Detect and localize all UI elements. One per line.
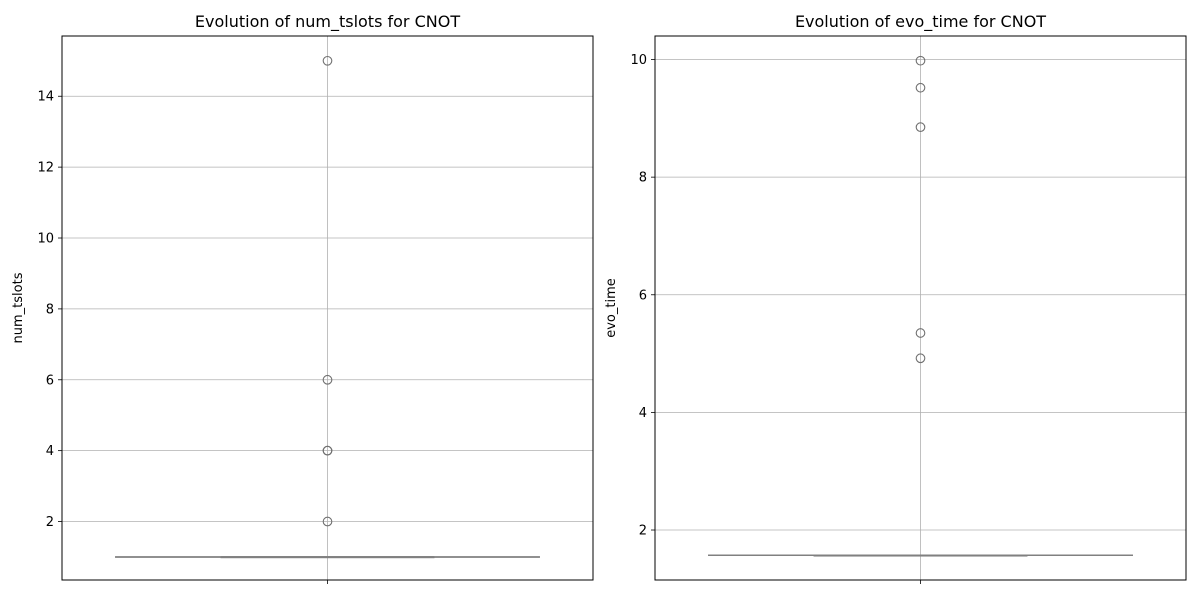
- y-axis-ticks: 2 4 6 8 10: [630, 53, 655, 539]
- outlier-point: [915, 353, 926, 364]
- y-tick-label: 4: [639, 406, 647, 421]
- outlier-point: [915, 122, 926, 133]
- chart-panel-num-tslots: 2 4 6 8 10 12 14 Evolution of num_tslots for C…: [11, 12, 594, 584]
- y-tick-label: 10: [630, 53, 647, 68]
- chart-title: Evolution of evo_time for CNOT: [795, 12, 1046, 32]
- outlier-point: [322, 445, 333, 456]
- outlier-point: [322, 55, 333, 66]
- outlier-point: [322, 374, 333, 385]
- outlier-point: [322, 516, 333, 527]
- y-tick-label: 8: [46, 302, 54, 317]
- y-axis-ticks: 2 4 6 8 10 12 14: [37, 90, 62, 530]
- y-tick-label: 2: [46, 515, 54, 530]
- chart-title: Evolution of num_tslots for CNOT: [195, 12, 460, 32]
- y-tick-label: 8: [639, 171, 647, 186]
- y-tick-label: 10: [37, 232, 54, 247]
- y-tick-label: 2: [639, 524, 647, 539]
- y-tick-label: 6: [46, 373, 54, 388]
- box-plot: [115, 556, 540, 559]
- outlier-points: [322, 55, 333, 527]
- outlier-point: [915, 82, 926, 93]
- axes-frame: [654, 35, 1187, 581]
- outlier-point: [915, 55, 926, 66]
- y-tick-label: 14: [37, 90, 54, 105]
- outlier-points: [915, 55, 926, 364]
- y-tick-label: 6: [639, 288, 647, 303]
- outlier-point: [915, 328, 926, 338]
- grid-lines: [655, 36, 1186, 580]
- box-plot: [708, 554, 1133, 557]
- grid-lines: [62, 36, 593, 580]
- y-tick-label: 12: [37, 161, 54, 176]
- y-axis-label: num_tslots: [11, 272, 26, 343]
- y-tick-label: 4: [46, 444, 54, 459]
- y-axis-label: evo_time: [604, 278, 619, 338]
- chart-panel-evo-time: 2 4 6 8 10 Evolution of evo_time for CNOT ev…: [604, 12, 1187, 584]
- axes-frame: [61, 35, 594, 581]
